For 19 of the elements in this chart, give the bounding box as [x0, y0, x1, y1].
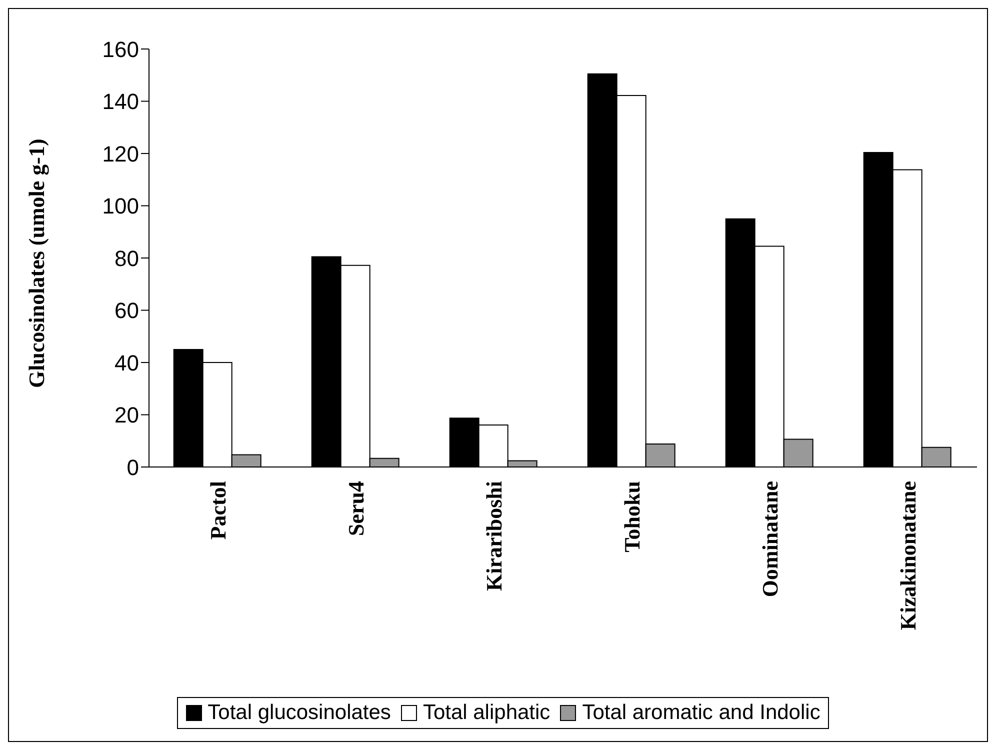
y-tick-label: 160	[102, 36, 139, 62]
y-tick-label: 40	[114, 350, 139, 376]
x-tick-label: Seru4	[344, 481, 368, 536]
x-tick-label: Pactol	[206, 481, 230, 540]
x-tick-label: Tohoku	[620, 481, 644, 552]
y-tick-label: 120	[102, 141, 139, 166]
x-tick-label: Kizakinonatane	[896, 480, 920, 630]
y-tick-label: 80	[114, 246, 139, 271]
y-tick-label: 100	[102, 194, 139, 219]
x-tick-label: Kirariboshi	[482, 481, 506, 592]
y-tick-label: 20	[114, 402, 139, 428]
y-tick-label: 140	[102, 89, 139, 114]
y-axis-title: Glucosinolates (umole g-1)	[24, 138, 49, 388]
legend-label: Total glucosinolates	[208, 701, 391, 725]
legend-label: Total aliphatic	[422, 701, 550, 725]
legend-label: Total aromatic and Indolic	[582, 701, 820, 725]
y-tick-label: 60	[114, 298, 139, 324]
x-tick-label: Oominatane	[758, 480, 782, 598]
y-tick-label: 0	[126, 454, 139, 480]
